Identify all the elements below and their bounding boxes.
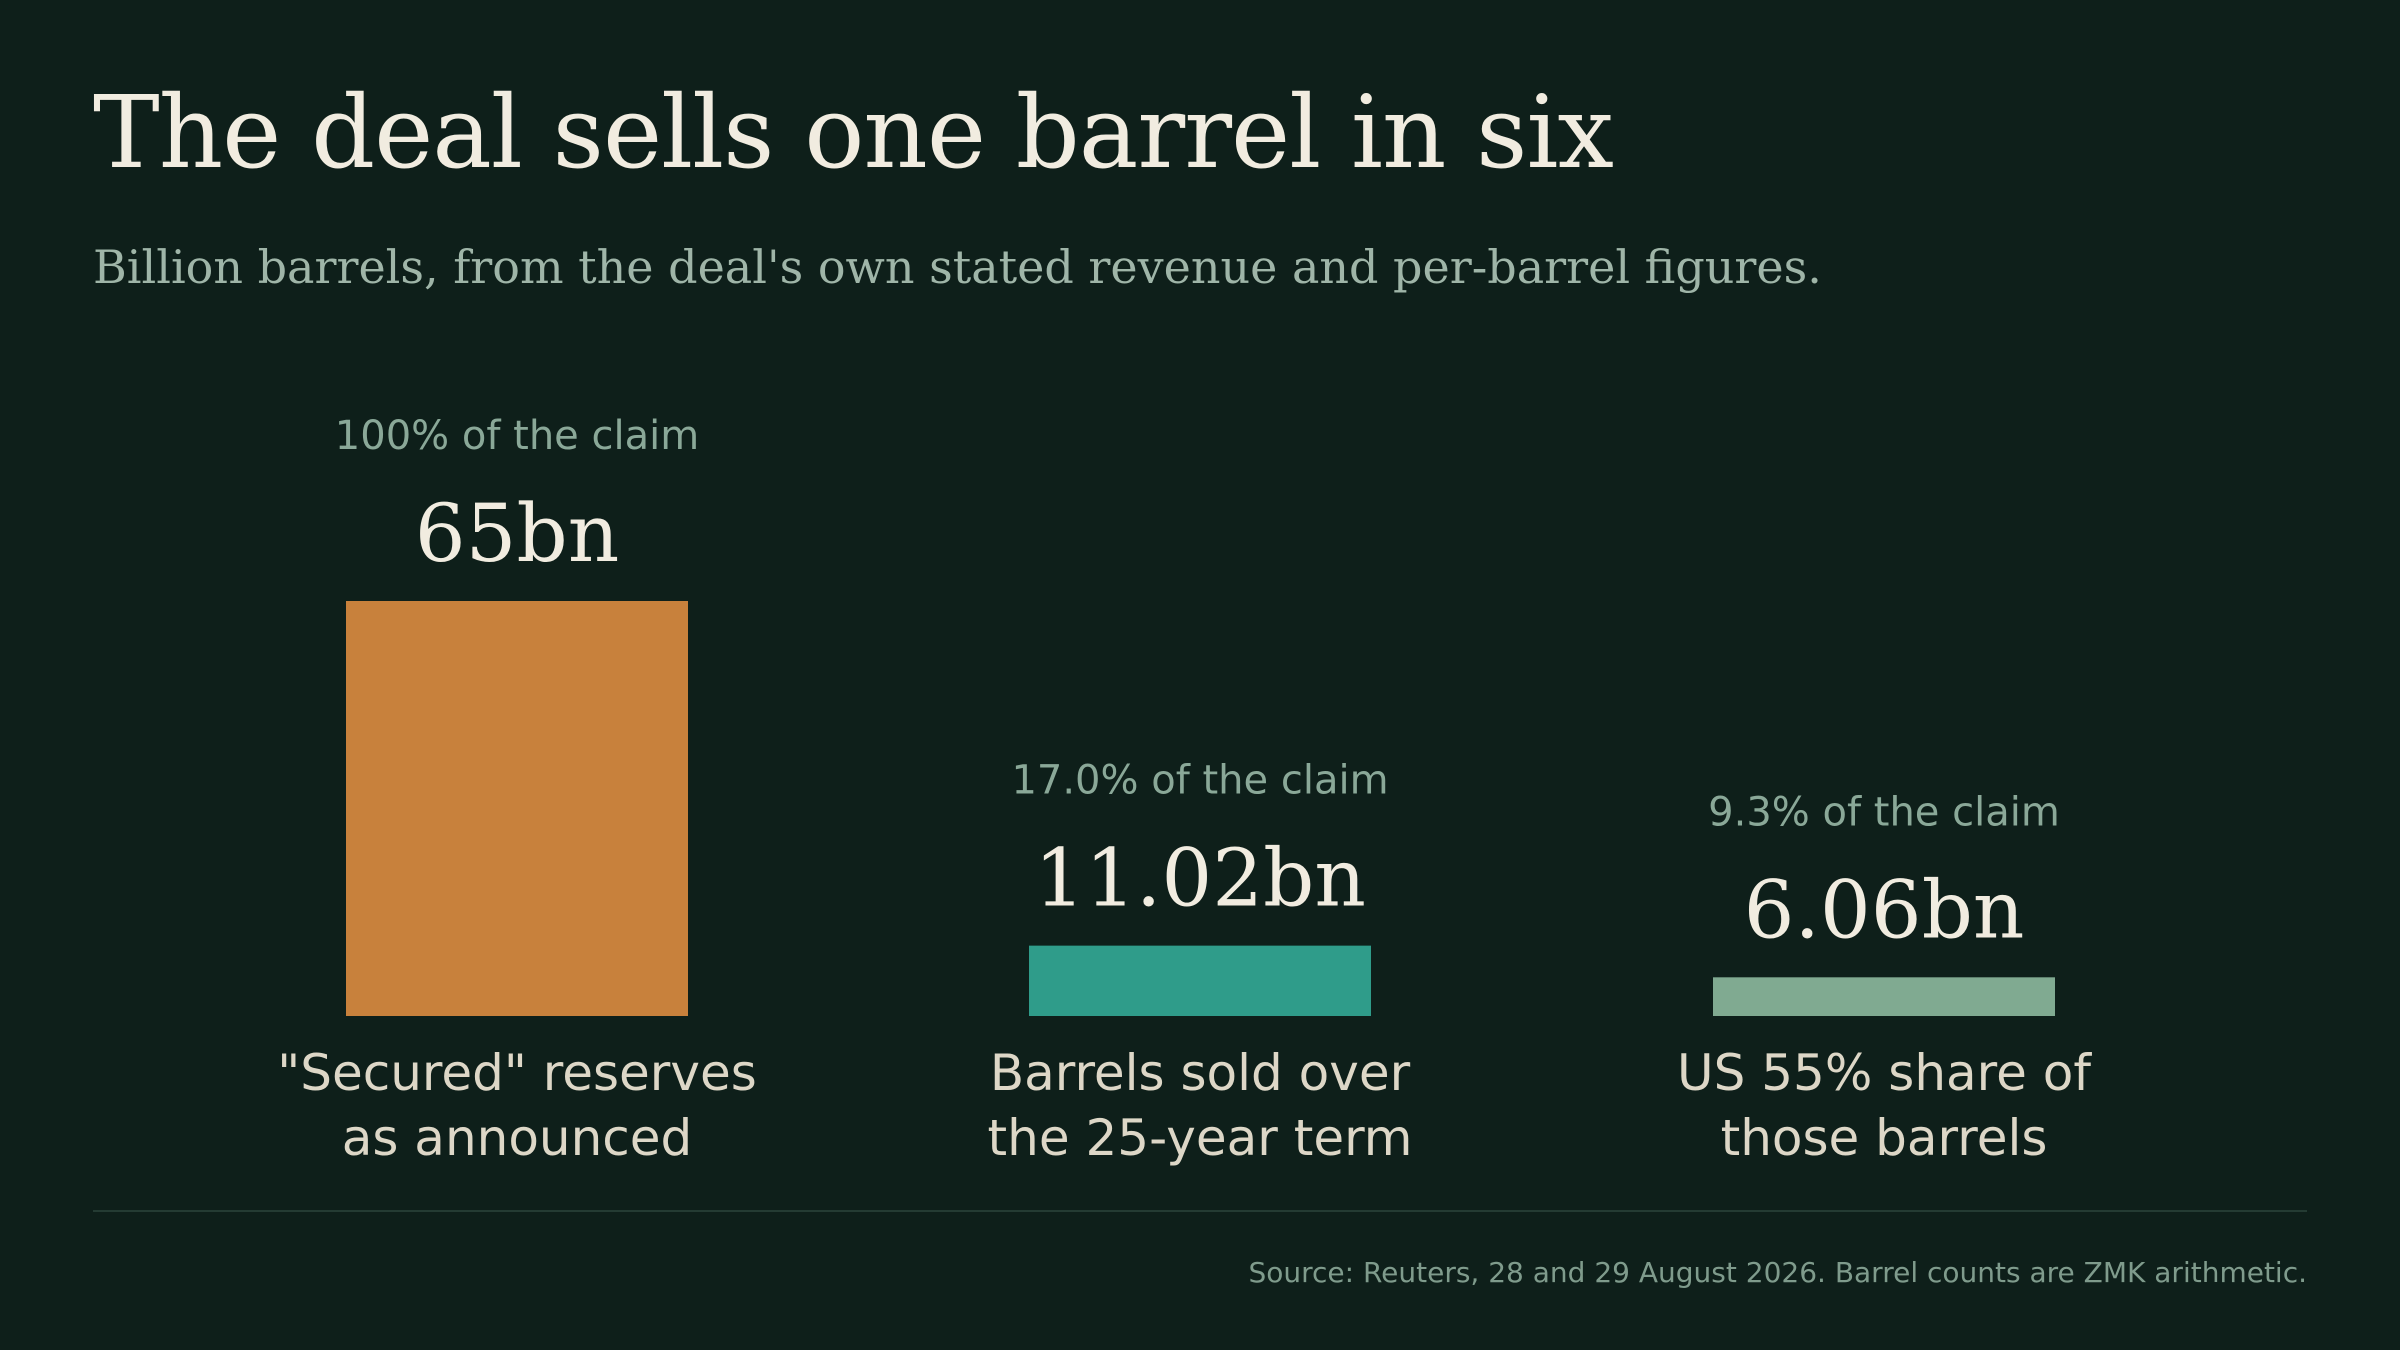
bar-2	[1029, 945, 1371, 1016]
value-label-1: 65bn	[415, 487, 620, 580]
source-note: Source: Reuters, 28 and 29 August 2026. …	[1248, 1256, 2307, 1289]
bar-1	[346, 601, 688, 1016]
chart-title: The deal sells one barrel in six	[93, 74, 1614, 191]
pct-label-2: 17.0% of the claim	[1011, 758, 1388, 804]
pct-label-3: 9.3% of the claim	[1708, 789, 2060, 835]
category-label-3-line-2: those barrels	[1721, 1109, 2048, 1167]
bar-chart: 65bn 100% of the claim "Secured" reserves a…	[277, 413, 2092, 1167]
value-label-3: 6.06bn	[1744, 863, 2025, 956]
category-label-1-line-1: "Secured" reserves	[277, 1044, 757, 1102]
category-label-1-line-2: as announced	[342, 1109, 693, 1167]
category-label-3-line-1: US 55% share of	[1677, 1044, 2092, 1102]
category-label-2-line-1: Barrels sold over	[990, 1044, 1411, 1102]
bar-3	[1713, 977, 2055, 1016]
chart-subtitle: Billion barrels, from the deal's own sta…	[93, 240, 1822, 294]
footer-divider	[93, 1210, 2307, 1212]
value-label-2: 11.02bn	[1034, 832, 1366, 925]
pct-label-1: 100% of the claim	[335, 413, 699, 459]
category-label-2-line-2: the 25-year term	[988, 1109, 1413, 1167]
